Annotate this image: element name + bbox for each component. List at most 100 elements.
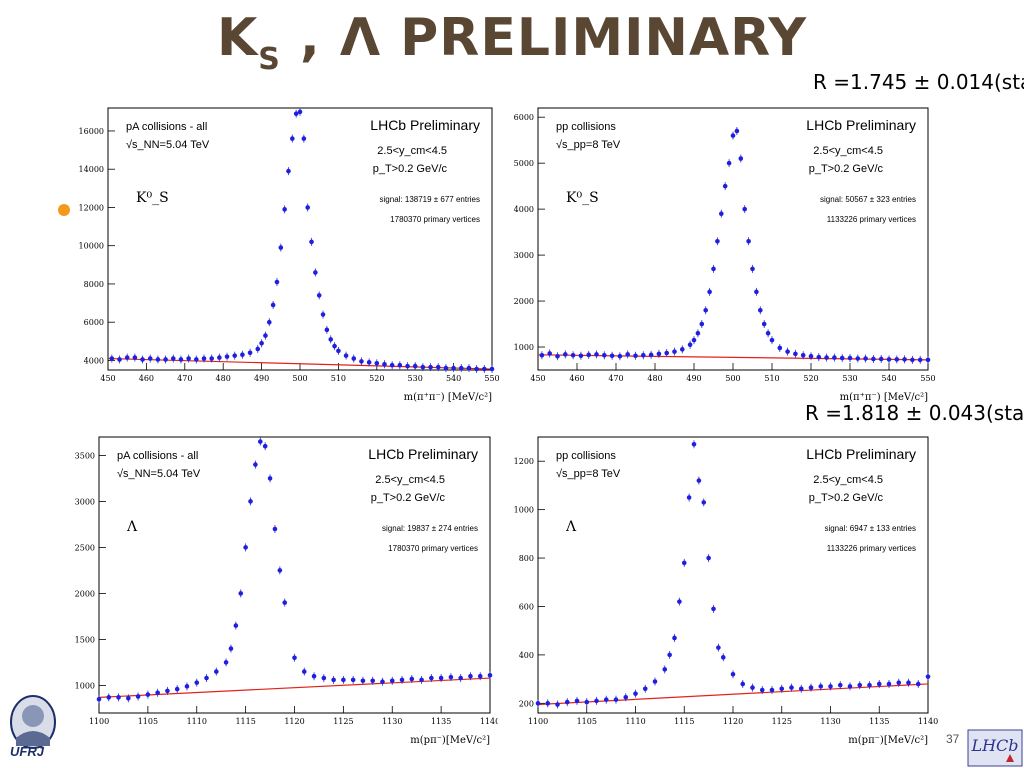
ratio-top: R =1.745 ± 0.014(stat <box>813 70 1024 94</box>
data-point <box>746 238 751 244</box>
x-tick-label: 1120 <box>284 717 304 726</box>
data-point <box>106 695 112 700</box>
pt-cut-label: p_T>0.2 GeV/c <box>809 163 884 175</box>
data-point <box>574 698 580 704</box>
rapidity-label: 2.5<y_cm<4.5 <box>377 145 447 157</box>
data-point <box>343 353 349 358</box>
collision-label: pp collisions <box>556 450 616 462</box>
page-number: 37 <box>946 732 960 746</box>
data-point <box>116 695 121 700</box>
data-point <box>800 352 806 358</box>
energy-label: √s_NN=5.04 TeV <box>117 468 201 480</box>
energy-label: √s_pp=8 TeV <box>556 139 621 151</box>
data-point <box>194 357 199 362</box>
data-point <box>625 352 630 357</box>
data-point <box>754 289 759 295</box>
lhcb-preliminary-label: LHCb Preliminary <box>370 117 480 133</box>
energy-label: √s_pp=8 TeV <box>556 468 621 480</box>
data-point <box>389 678 395 684</box>
x-tick-label: 1100 <box>89 717 109 726</box>
data-point <box>341 677 346 683</box>
chart-lambda-pp: 1100 1105 1110 1115 1120 1125 1130 1135 1140 200 4… <box>514 436 938 746</box>
x-tick-label: 460 <box>139 374 154 383</box>
x-tick-label: 460 <box>569 374 584 383</box>
data-point <box>309 239 314 245</box>
x-tick-label: 1130 <box>382 717 402 726</box>
y-tick-label: 4000 <box>514 205 534 214</box>
y-tick-label: 400 <box>519 651 534 660</box>
data-point <box>253 462 258 467</box>
y-tick-label: 10000 <box>79 242 104 251</box>
data-point <box>765 330 771 336</box>
data-point <box>477 673 483 679</box>
x-tick-label: 480 <box>647 374 662 383</box>
data-point <box>270 302 276 308</box>
data-point <box>214 669 219 674</box>
data-point <box>217 355 222 360</box>
y-tick-label: 1000 <box>75 681 95 690</box>
data-point <box>594 352 599 357</box>
data-point <box>155 357 161 362</box>
data-point <box>855 356 861 361</box>
data-point <box>633 353 638 359</box>
data-point <box>535 701 541 706</box>
data-point <box>617 353 623 359</box>
y-tick-label: 3500 <box>75 451 95 460</box>
data-point <box>140 357 145 362</box>
data-point <box>145 692 151 697</box>
x-tick-label: 520 <box>369 374 384 383</box>
x-tick-label: 1120 <box>723 717 743 726</box>
x-tick-label: 510 <box>764 374 779 383</box>
x-tick-label: 550 <box>920 374 935 383</box>
data-point <box>305 205 310 210</box>
data-point <box>240 352 245 358</box>
y-tick-label: 800 <box>519 554 534 563</box>
pt-cut-label: p_T>0.2 GeV/c <box>373 163 448 175</box>
x-axis-label: m(pπ⁻)[MeV/c²] <box>410 735 490 746</box>
data-point <box>867 682 872 688</box>
vertices-label: 1780370 primary vertices <box>390 215 480 224</box>
data-point <box>374 361 380 366</box>
y-tick-label: 2500 <box>75 543 95 552</box>
data-point <box>238 591 244 596</box>
data-point <box>382 361 387 367</box>
data-point <box>282 207 287 212</box>
x-tick-label: 530 <box>842 374 857 383</box>
x-tick-label: 470 <box>608 374 623 383</box>
data-point <box>405 363 410 369</box>
data-point <box>292 655 297 661</box>
data-point <box>876 681 882 687</box>
data-point <box>761 321 767 327</box>
data-point <box>132 355 138 360</box>
data-point <box>438 675 444 681</box>
slide-title: KS , Λ PRELIMINARY <box>0 8 1024 77</box>
x-tick-label: 1125 <box>772 717 792 726</box>
data-point <box>925 674 931 679</box>
pt-cut-label: p_T>0.2 GeV/c <box>809 492 884 504</box>
x-tick-label: 450 <box>100 374 115 383</box>
data-point <box>487 672 493 678</box>
x-tick-label: 1115 <box>235 717 255 726</box>
data-point <box>695 330 701 336</box>
data-point <box>672 635 677 641</box>
data-point <box>267 476 273 481</box>
y-tick-label: 3000 <box>514 251 534 260</box>
data-point <box>711 606 716 612</box>
data-point <box>687 342 693 348</box>
data-point <box>232 353 238 358</box>
x-tick-label: 510 <box>331 374 346 383</box>
data-point <box>301 669 307 674</box>
data-point <box>186 356 191 361</box>
data-point <box>648 352 654 358</box>
particle-label: Λ <box>565 519 577 535</box>
data-point <box>359 359 364 364</box>
rapidity-label: 2.5<y_cm<4.5 <box>375 474 445 486</box>
chart-lambda-pa: 1100 1105 1110 1115 1120 1125 1130 1135 1140 1000… <box>75 436 498 746</box>
data-point <box>667 652 672 658</box>
data-point <box>699 321 705 327</box>
data-point <box>758 307 763 313</box>
signal-label: signal: 19837 ± 274 entries <box>382 524 478 533</box>
x-tick-label: 1115 <box>674 717 694 726</box>
data-point <box>451 365 456 371</box>
data-point <box>603 697 609 702</box>
